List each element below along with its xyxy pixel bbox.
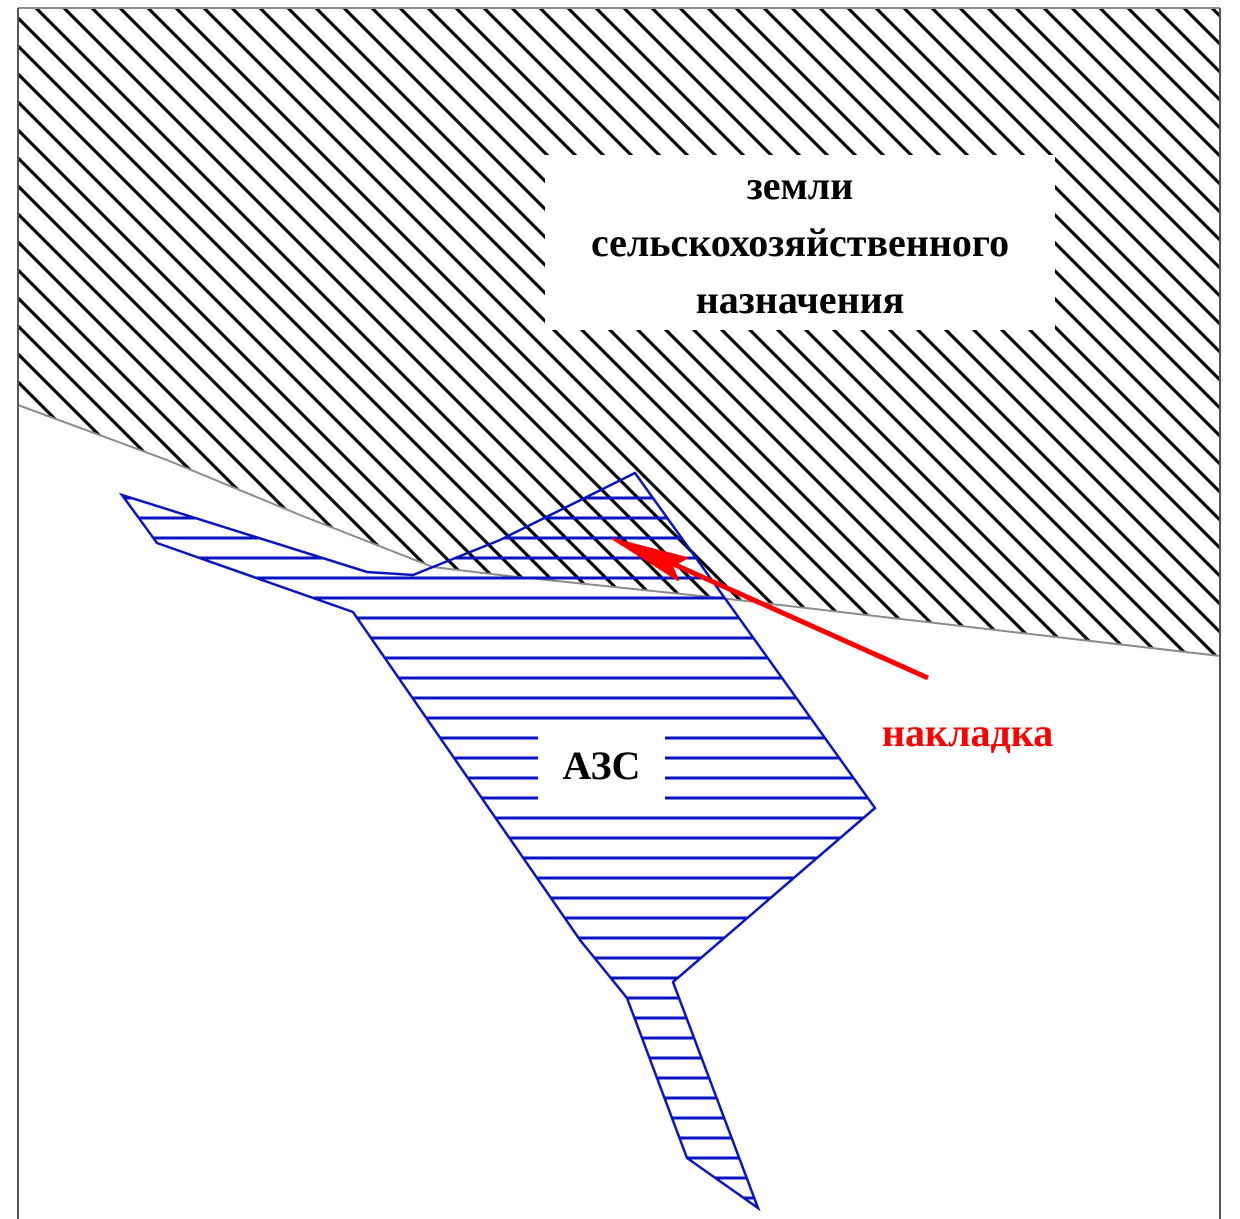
hatch-line — [1090, 8, 1220, 656]
hatch-line — [670, 8, 1220, 656]
hatch-line — [754, 8, 1220, 656]
hatch-line — [362, 8, 1066, 656]
hatch-line — [82, 8, 786, 656]
hatch-line — [922, 8, 1220, 656]
hatch-line — [18, 8, 170, 656]
hatch-line — [138, 8, 842, 656]
hatch-line — [26, 8, 730, 656]
hatch-line — [18, 8, 30, 656]
hatch-line — [866, 8, 1220, 656]
agricultural-land-label: земли сельскохозяйственного назначения — [545, 155, 1055, 330]
gas-station-label: АЗС — [538, 735, 665, 800]
hatch-line — [530, 8, 1220, 656]
hatch-line — [1062, 8, 1220, 656]
hatch-line — [726, 8, 1220, 656]
hatch-line — [222, 8, 926, 656]
hatch-line — [838, 8, 1220, 656]
hatch-line — [18, 8, 450, 656]
label-line: земли — [746, 163, 854, 208]
hatch-line — [1174, 8, 1220, 656]
hatch-line — [782, 8, 1220, 656]
hatch-line — [18, 8, 562, 656]
hatch-line — [110, 8, 814, 656]
hatch-line — [306, 8, 1010, 656]
hatch-line — [54, 8, 758, 656]
label-line: сельскохозяйственного — [590, 220, 1010, 265]
hatch-line — [18, 8, 674, 656]
agricultural-land-hatch — [18, 0, 1240, 700]
hatch-line — [418, 8, 1122, 656]
hatch-line — [250, 8, 954, 656]
hatch-line — [18, 8, 702, 656]
hatch-line — [18, 8, 114, 656]
hatch-line — [502, 8, 1206, 656]
hatch-line — [390, 8, 1094, 656]
hatch-line — [1232, 0, 1240, 700]
hatch-line — [278, 8, 982, 656]
hatch-line — [474, 8, 1178, 656]
gas-station-hatch — [122, 496, 875, 1200]
overlap-arrow — [612, 538, 930, 681]
hatch-line — [698, 8, 1220, 656]
hatch-line — [446, 8, 1150, 656]
hatch-line — [894, 8, 1220, 656]
hatch-line — [558, 8, 1220, 656]
hatch-line — [194, 8, 898, 656]
hatch-line — [810, 8, 1220, 656]
label-line: назначения — [695, 277, 905, 322]
hatch-line — [18, 8, 394, 656]
hatch-line — [334, 8, 1038, 656]
hatch-line — [1006, 8, 1220, 656]
gas-station-boundary — [118, 471, 877, 1212]
hatch-line — [166, 8, 870, 656]
overlap-label: накладка — [882, 710, 1054, 755]
hatch-line — [642, 8, 1220, 656]
hatch-line — [1034, 8, 1220, 656]
hatch-line — [1118, 8, 1220, 656]
hatch-line — [950, 8, 1220, 656]
hatch-line — [586, 8, 1220, 656]
hatch-line — [978, 8, 1220, 656]
hatch-line — [614, 8, 1220, 656]
arrowhead-icon — [612, 538, 688, 581]
